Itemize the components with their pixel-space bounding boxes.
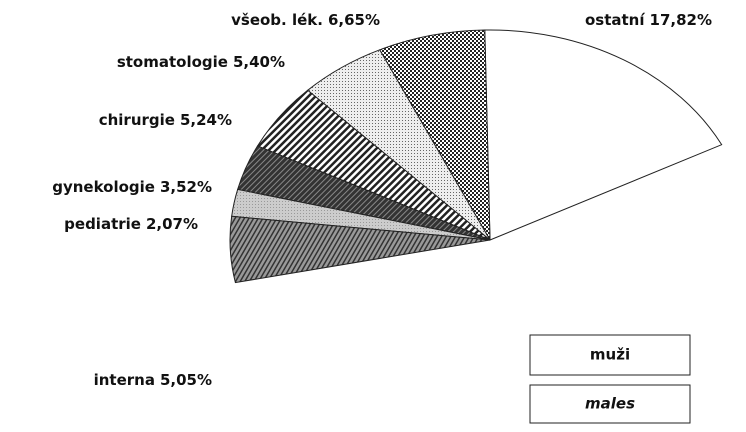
slice-label: chirurgie 5,24%	[99, 111, 232, 129]
category-label: gynekologie	[52, 178, 155, 196]
slice-label: stomatologie 5,40%	[117, 53, 285, 71]
slice-label: pediatrie 2,07%	[64, 215, 198, 233]
category-label: ostatní	[585, 11, 645, 29]
pie-slice	[484, 29, 723, 241]
legend-box	[529, 334, 691, 376]
value-label: 17,82%	[650, 11, 712, 29]
category-label: chirurgie	[99, 111, 175, 129]
value-label: 5,05%	[160, 371, 212, 389]
category-label: interna	[94, 371, 155, 389]
value-label: 6,65%	[328, 11, 380, 29]
legend-label: males	[585, 395, 635, 413]
category-label: všeob. lék.	[231, 11, 323, 29]
slices	[229, 29, 723, 284]
value-label: 5,24%	[180, 111, 232, 129]
category-label: stomatologie	[117, 53, 228, 71]
labels: ostatní 17,82% všeob. lék. 6,65% stomatologi…	[52, 11, 712, 389]
slice-label: ostatní 17,82%	[585, 11, 712, 29]
value-label: 2,07%	[146, 215, 198, 233]
slice-label: všeob. lék. 6,65%	[231, 11, 380, 29]
pie-slice	[379, 29, 491, 241]
slice-label: interna 5,05%	[94, 371, 212, 389]
pie-slice	[229, 215, 491, 284]
legend-box	[529, 384, 691, 424]
value-label: 5,40%	[233, 53, 285, 71]
value-label: 3,52%	[160, 178, 212, 196]
legend-label: muži	[590, 346, 630, 364]
slice-label: gynekologie 3,52%	[52, 178, 212, 196]
category-label: pediatrie	[64, 215, 141, 233]
